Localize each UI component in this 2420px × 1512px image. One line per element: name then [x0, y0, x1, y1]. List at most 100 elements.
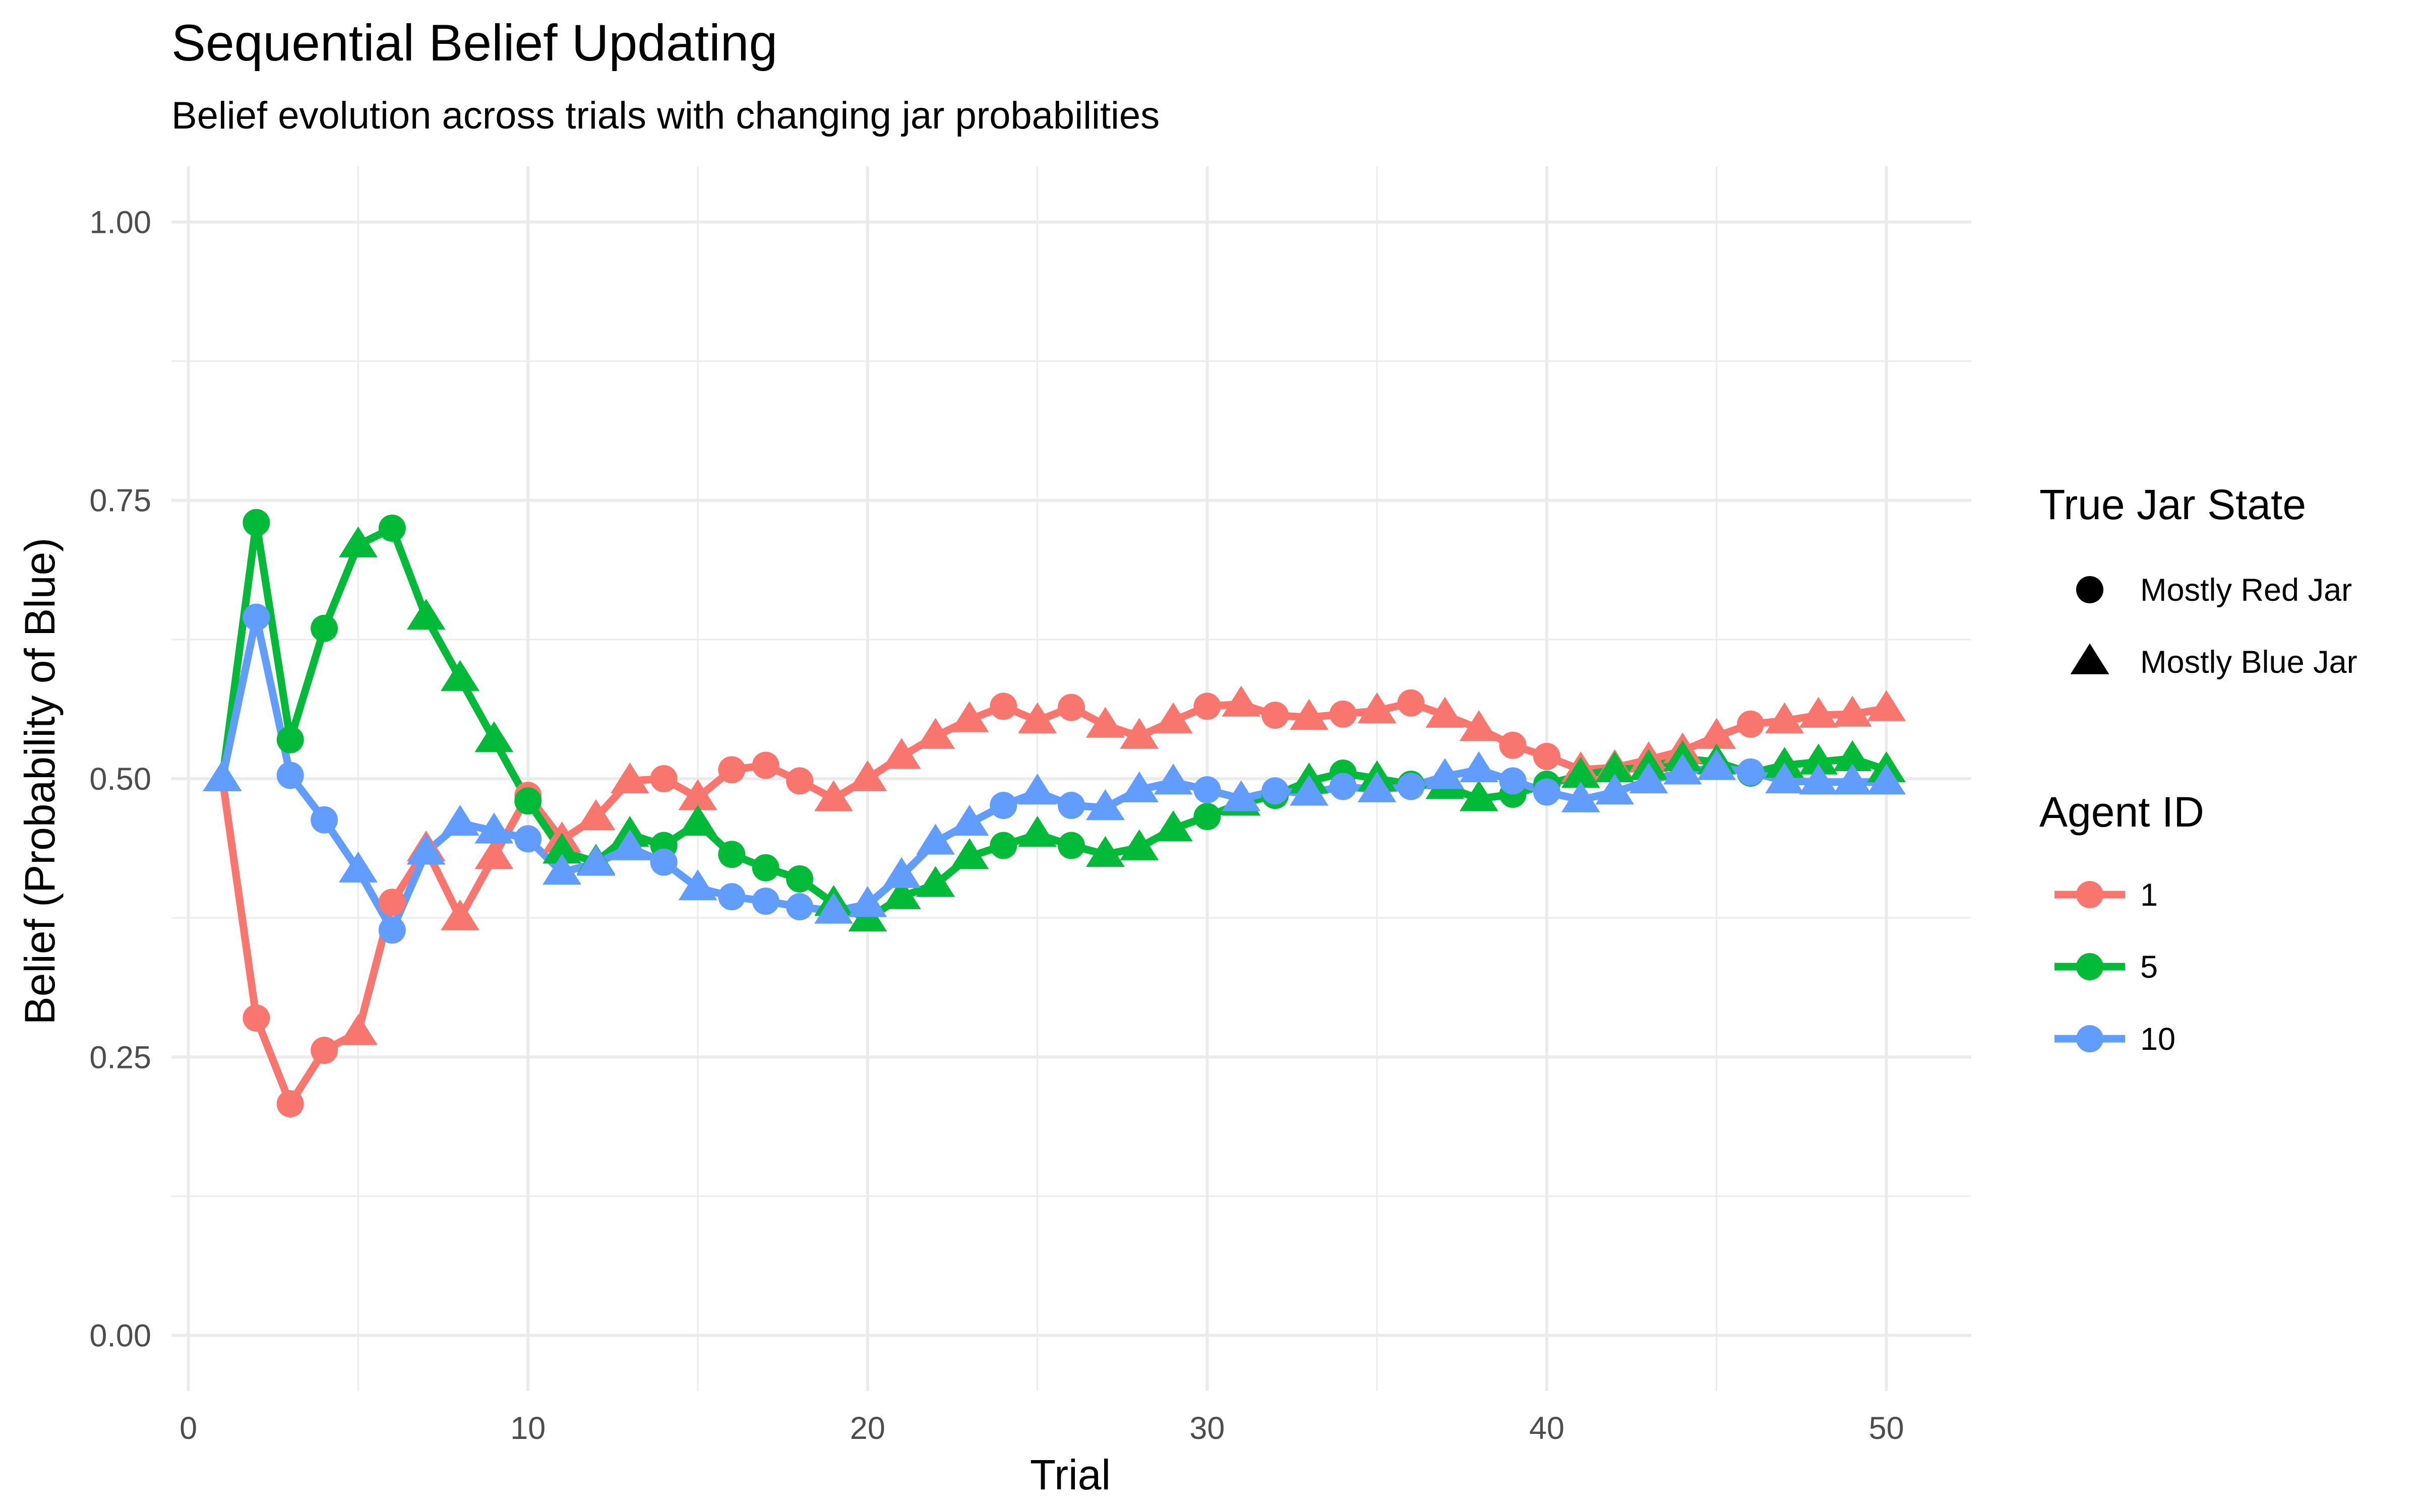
data-point [1765, 702, 1804, 733]
x-tick-label: 50 [1869, 1411, 1904, 1446]
data-point [406, 834, 446, 865]
data-point [752, 854, 779, 881]
data-point [1533, 742, 1561, 770]
legend-color-label: 10 [2140, 1022, 2175, 1057]
data-point [1085, 707, 1125, 738]
data-point [718, 883, 746, 911]
data-point [1085, 836, 1125, 867]
legend-color-point [2076, 881, 2103, 908]
data-point [339, 1014, 378, 1045]
data-point [1018, 773, 1057, 805]
data-point [1154, 702, 1193, 733]
data-point [1085, 789, 1125, 821]
data-point [1120, 829, 1159, 860]
data-point [1799, 743, 1838, 775]
data-point [650, 848, 678, 876]
y-tick-label: 1.00 [89, 205, 151, 240]
data-point [243, 509, 270, 536]
data-point [1018, 815, 1057, 847]
data-point [576, 845, 616, 876]
legend-triangle-key [2070, 643, 2109, 674]
legend-shape-label: Mostly Blue Jar [2140, 645, 2357, 680]
data-point [678, 804, 717, 836]
data-point [1193, 692, 1221, 720]
legend: True Jar State Mostly Red Jar Mostly Blue… [2039, 481, 2357, 1057]
data-point [378, 916, 406, 944]
data-point [718, 841, 746, 868]
data-point [311, 1037, 338, 1064]
data-point [882, 738, 921, 769]
data-point [1595, 751, 1635, 783]
data-point [1193, 803, 1221, 831]
data-point [882, 878, 921, 909]
data-point [1261, 702, 1289, 729]
data-point [1329, 700, 1357, 728]
data-point [916, 824, 955, 855]
y-tick-label: 0.00 [89, 1318, 151, 1354]
data-point [1697, 718, 1736, 749]
data-point [848, 760, 887, 791]
legend-shape-entries: Mostly Red Jar Mostly Blue Jar [2070, 573, 2357, 680]
data-point [1459, 710, 1498, 741]
data-point [1595, 773, 1635, 805]
x-tick-label: 40 [1529, 1411, 1564, 1446]
data-point [1663, 753, 1702, 785]
legend-shape-label: Mostly Red Jar [2140, 573, 2352, 608]
data-point [243, 1004, 270, 1032]
data-point [650, 765, 678, 792]
legend-color-point [2076, 1025, 2103, 1052]
data-point [1459, 780, 1498, 811]
data-point [1018, 702, 1057, 733]
data-point [243, 603, 270, 631]
x-axis-title: Trial [1030, 1451, 1111, 1498]
data-point [441, 804, 479, 836]
data-point [916, 718, 955, 749]
data-point [276, 762, 304, 789]
data-point [1799, 764, 1838, 795]
data-point [786, 767, 814, 795]
data-point [916, 866, 955, 897]
data-point [474, 812, 514, 844]
data-point [1290, 775, 1328, 806]
data-point [1120, 718, 1159, 749]
data-point [1697, 749, 1736, 780]
data-point [311, 806, 338, 834]
data-point [311, 614, 338, 642]
data-point [1357, 771, 1397, 802]
data-point [1629, 762, 1668, 794]
data-point [1833, 740, 1872, 771]
data-point [1329, 773, 1357, 800]
data-point [441, 660, 479, 691]
chart-title: Sequential Belief Updating [171, 14, 777, 72]
data-point [1499, 767, 1527, 795]
data-point [950, 804, 989, 836]
data-point [1425, 697, 1465, 728]
data-point [786, 893, 814, 921]
data-point [1357, 692, 1397, 723]
data-point [950, 701, 989, 732]
data-point [1765, 746, 1804, 778]
data-point [1290, 699, 1328, 730]
data-point [718, 756, 746, 784]
data-point [542, 833, 582, 864]
data-point [752, 751, 779, 779]
data-point [1459, 751, 1498, 783]
data-point [1833, 696, 1872, 727]
data-point [378, 514, 406, 542]
data-point [276, 726, 304, 753]
data-point [1193, 776, 1221, 804]
legend-shape-title: True Jar State [2039, 481, 2306, 528]
legend-circle-key [2076, 576, 2103, 603]
data-point [1120, 771, 1159, 802]
data-point [1561, 757, 1600, 788]
data-point [514, 787, 542, 815]
data-point [610, 762, 649, 794]
data-point [1499, 731, 1527, 759]
data-point [276, 1090, 304, 1118]
data-point [1765, 762, 1804, 794]
data-point [814, 893, 853, 924]
data-point [814, 780, 853, 811]
data-point [990, 692, 1017, 720]
legend-color-title: Agent ID [2039, 788, 2204, 836]
